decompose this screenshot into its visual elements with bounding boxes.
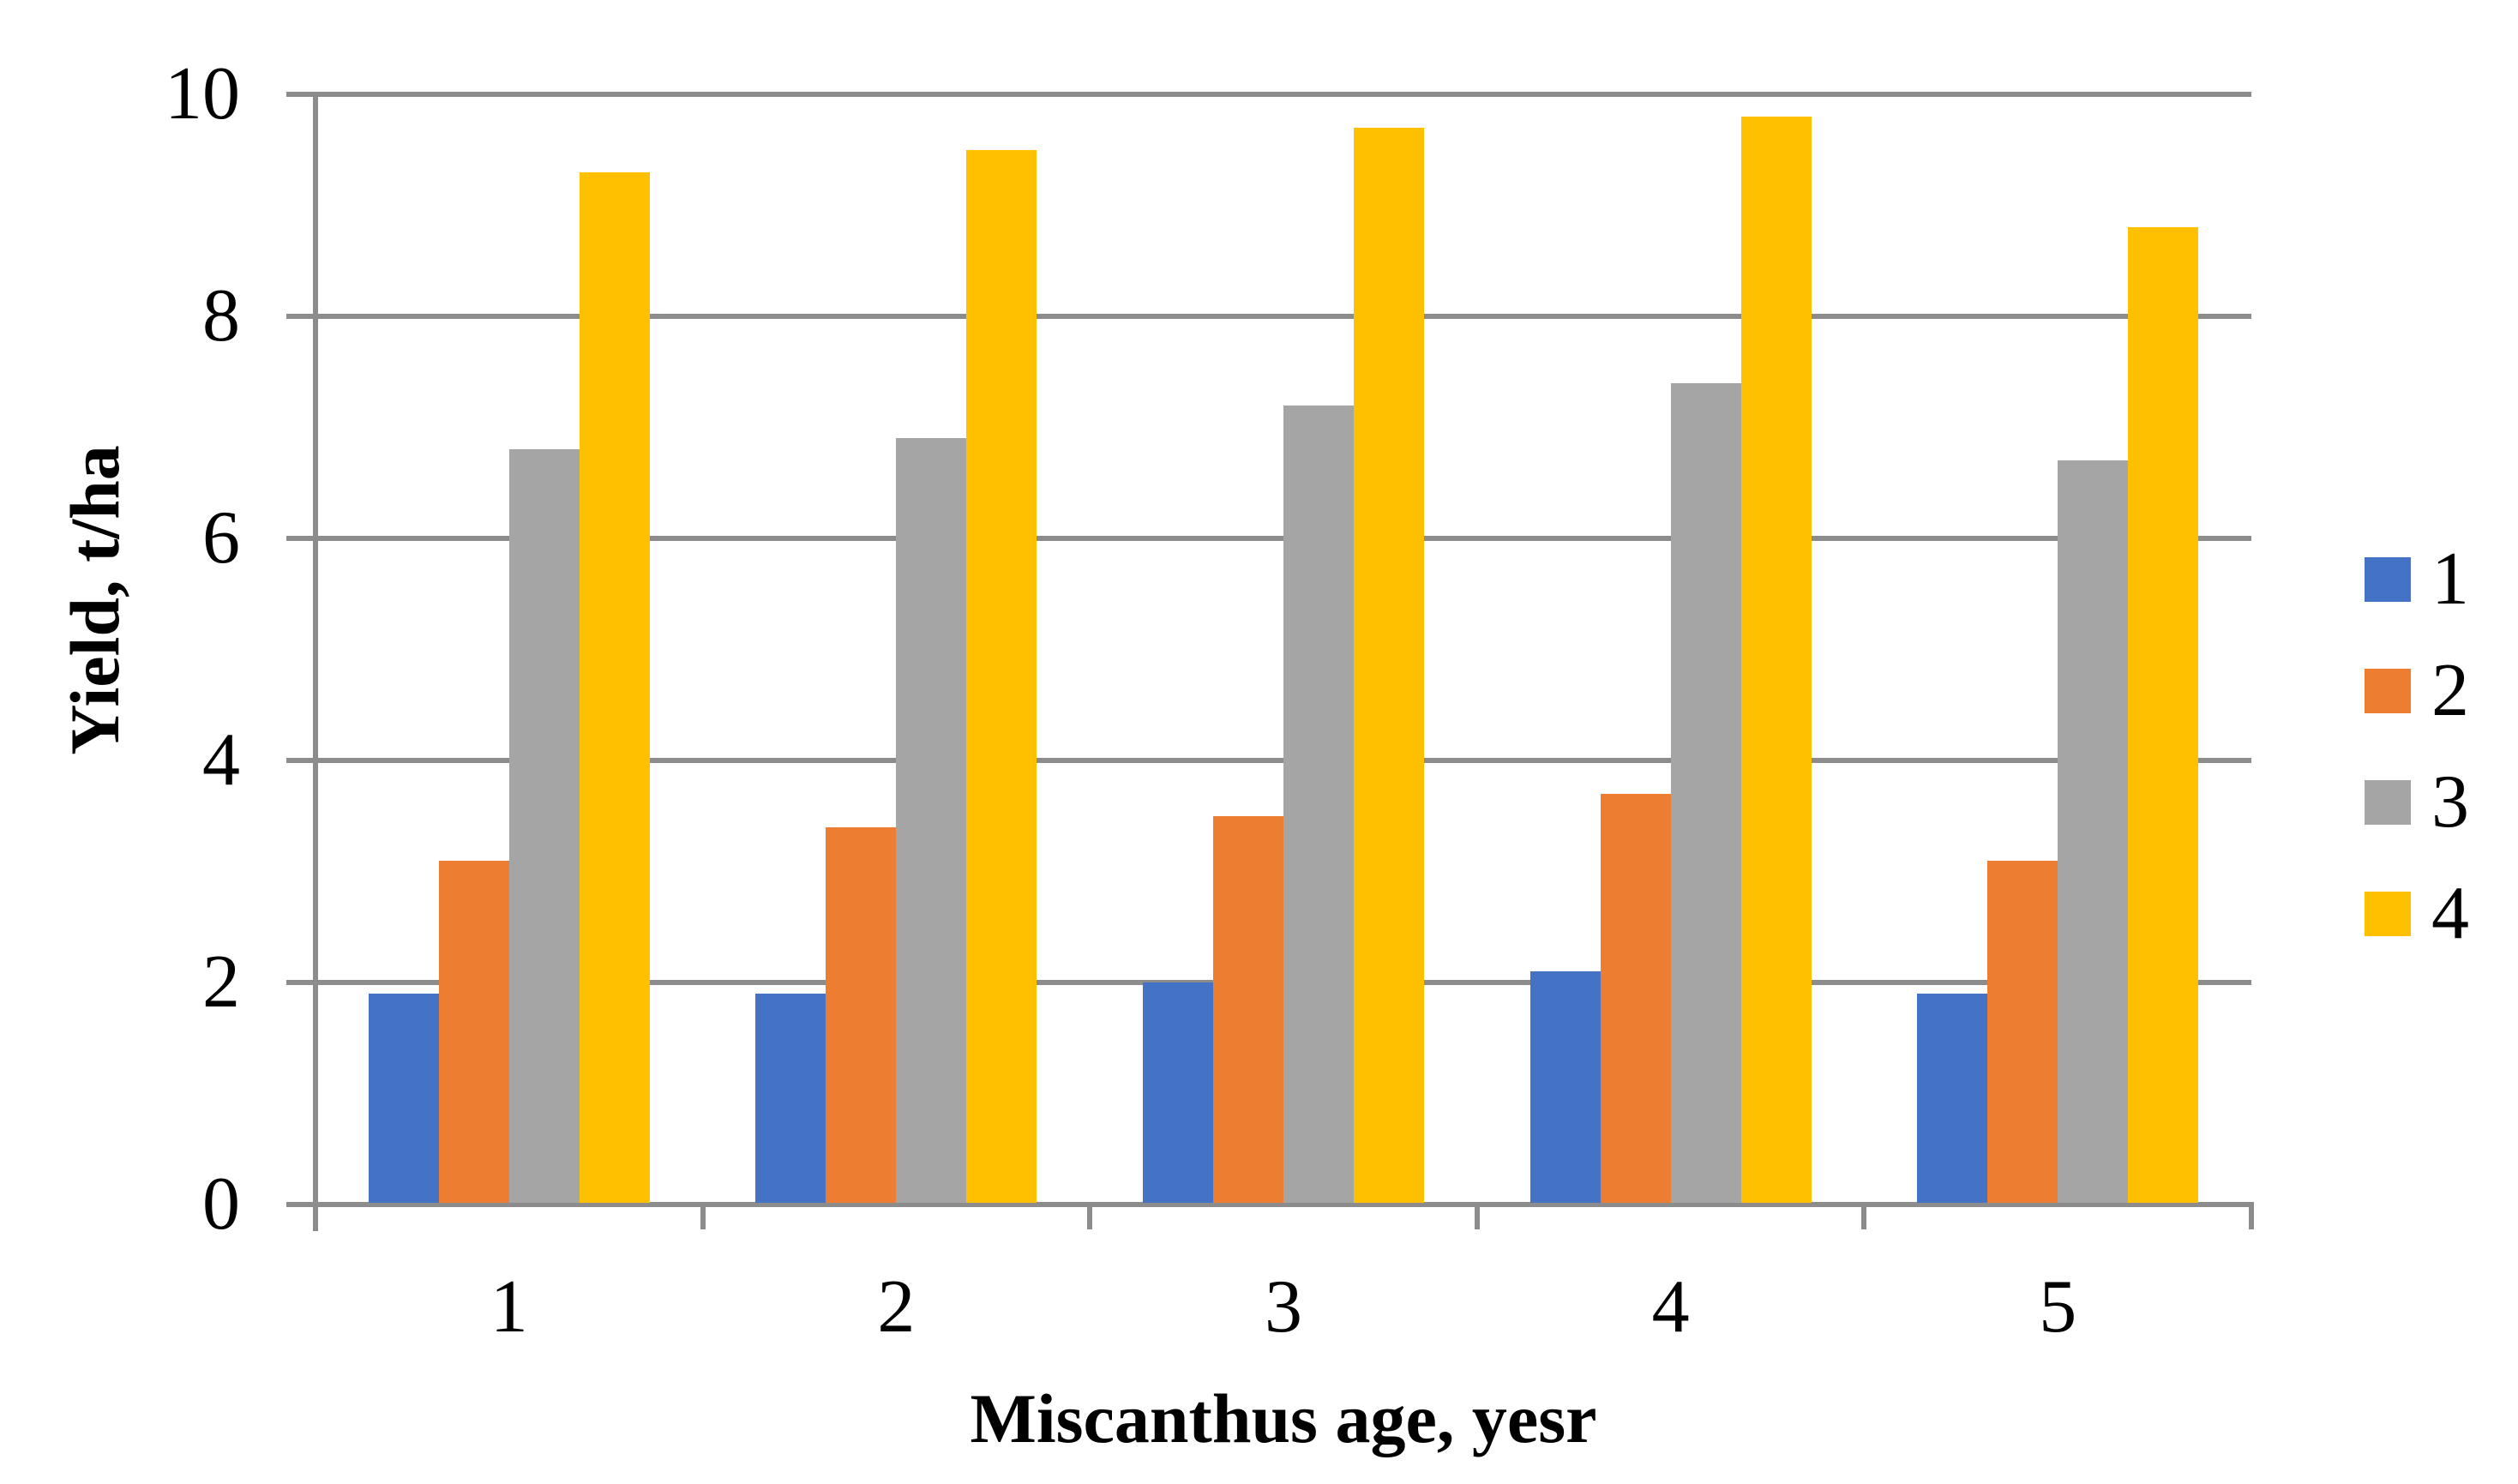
legend-label-2: 2 (2431, 649, 2469, 732)
bar-series4-cat3 (1354, 127, 1424, 1203)
y-tick-label-6: 6 (202, 496, 240, 580)
bar-series2-cat4 (1600, 793, 1671, 1203)
y-axis-tick-10 (286, 92, 316, 97)
x-tick-label-4: 4 (1651, 1265, 1690, 1349)
x-axis-tick-3 (1474, 1202, 1480, 1229)
y-tick-label-0: 0 (202, 1163, 240, 1246)
legend-label-4: 4 (2431, 872, 2469, 955)
y-tick-label-4: 4 (202, 718, 240, 802)
y-tick-label-2: 2 (202, 940, 240, 1024)
y-axis-tick-4 (286, 758, 316, 763)
legend-swatch-1 (2365, 557, 2411, 602)
bar-series2-cat3 (1213, 815, 1283, 1203)
bar-series4-cat2 (966, 149, 1037, 1203)
bar-series1-cat1 (368, 993, 439, 1203)
bar-series3-cat4 (1670, 382, 1741, 1203)
bar-series2-cat5 (1987, 860, 2058, 1203)
bar-series3-cat5 (2058, 460, 2129, 1203)
bar-series1-cat2 (755, 993, 826, 1203)
x-axis-tick-5 (2249, 1202, 2254, 1229)
gridline-4 (313, 758, 2251, 763)
gridline-0 (313, 1202, 2251, 1207)
x-tick-label-3: 3 (1265, 1265, 1302, 1349)
x-axis-tick-2 (1087, 1202, 1093, 1229)
y-axis-title: Yield, t/ha (56, 445, 134, 755)
bar-series1-cat5 (1917, 993, 1988, 1203)
bar-series2-cat1 (438, 860, 509, 1203)
bar-series4-cat4 (1740, 116, 1812, 1203)
legend-swatch-4 (2365, 892, 2411, 936)
bar-series1-cat3 (1143, 982, 1213, 1203)
bar-series4-cat1 (579, 171, 650, 1203)
x-axis-tick-1 (700, 1202, 706, 1229)
bar-series2-cat2 (826, 826, 897, 1203)
bar-series1-cat4 (1529, 971, 1601, 1203)
x-tick-label-5: 5 (2039, 1265, 2077, 1349)
x-axis-tick-4 (1861, 1202, 1867, 1229)
y-axis-tick-0 (286, 1202, 316, 1207)
y-tick-label-8: 8 (202, 274, 240, 357)
gridline-8 (313, 314, 2251, 319)
y-axis-line (313, 92, 318, 1231)
bar-series3-cat3 (1283, 405, 1354, 1203)
legend-swatch-2 (2365, 669, 2411, 713)
x-tick-label-2: 2 (877, 1265, 916, 1349)
legend-swatch-3 (2365, 780, 2411, 825)
y-axis-tick-6 (286, 536, 316, 541)
y-axis-tick-8 (286, 314, 316, 319)
gridline-10 (313, 92, 2251, 97)
x-tick-label-1: 1 (490, 1265, 528, 1349)
legend-label-1: 1 (2431, 538, 2469, 621)
y-tick-label-10: 10 (165, 52, 240, 135)
bar-series3-cat2 (896, 438, 967, 1203)
x-axis-title: Miscanthus age, yesr (970, 1379, 1597, 1457)
bar-series4-cat5 (2128, 227, 2199, 1203)
bar-series3-cat1 (508, 449, 580, 1203)
legend-label-3: 3 (2431, 760, 2469, 844)
gridline-6 (313, 536, 2251, 541)
y-axis-tick-2 (286, 980, 316, 985)
